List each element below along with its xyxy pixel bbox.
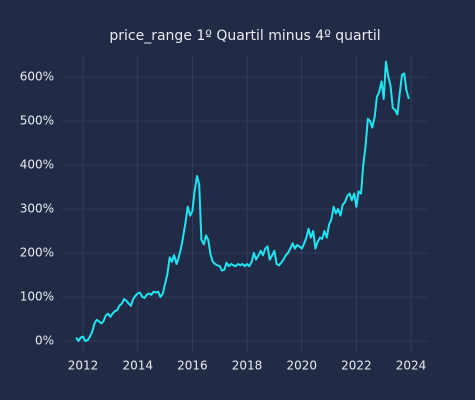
x-tick-label: 2022 [341,359,372,373]
x-tick-label: 2020 [286,359,317,373]
x-tick-label: 2014 [122,359,153,373]
x-tick-label: 2024 [396,359,427,373]
y-tick-label: 200% [20,246,54,260]
x-tick-label: 2012 [68,359,99,373]
y-tick-label: 100% [20,290,54,304]
y-tick-label: 300% [20,202,54,216]
x-tick-label: 2016 [177,359,208,373]
y-tick-label: 600% [20,70,54,84]
x-tick-label: 2018 [232,359,263,373]
y-tick-label: 0% [35,334,54,348]
y-tick-label: 500% [20,114,54,128]
data-line [75,60,410,342]
y-tick-label: 400% [20,158,54,172]
chart-title: price_range 1º Quartil minus 4º quartil [109,28,380,44]
